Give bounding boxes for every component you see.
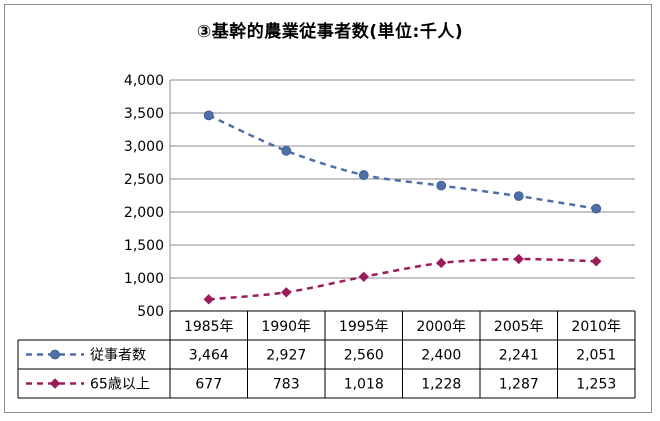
- x-category-label: 1985年: [184, 319, 234, 335]
- data-point: [591, 256, 602, 267]
- x-category-label: 1995年: [339, 319, 389, 335]
- x-category-label: 2005年: [494, 319, 544, 335]
- data-table: [17, 310, 636, 399]
- grid-lines: [169, 79, 635, 312]
- y-tick-label: 3,000: [124, 139, 164, 155]
- legend-key-marker: [49, 378, 61, 389]
- data-point: [513, 191, 524, 201]
- data-point: [281, 145, 292, 156]
- chart-frame: [4, 4, 652, 413]
- data-cell: 677: [195, 377, 222, 393]
- series-name: 従事者数: [90, 348, 146, 364]
- data-point: [358, 271, 369, 283]
- data-cell: 2,560: [344, 348, 384, 364]
- data-cell: 2,400: [421, 348, 461, 364]
- data-cell: 2,241: [499, 348, 539, 364]
- series-line: [208, 114, 597, 210]
- data-cell: 3,464: [189, 348, 229, 364]
- y-tick-label: 500: [137, 304, 164, 320]
- data-point: [281, 287, 292, 298]
- data-cell: 2,051: [576, 348, 616, 364]
- data-point: [203, 110, 214, 121]
- y-tick-label: 2,500: [124, 172, 164, 188]
- x-category-label: 1990年: [261, 319, 311, 335]
- x-category-label: 2000年: [416, 319, 466, 335]
- y-tick-label: 1,500: [124, 238, 164, 254]
- data-cell: 1,018: [344, 377, 384, 393]
- data-point: [203, 294, 214, 305]
- data-point: [436, 180, 447, 191]
- series-lines: [203, 110, 602, 305]
- series-name: 65歳以上: [90, 377, 150, 393]
- x-category-label: 2010年: [571, 319, 621, 335]
- data-cell: 1,287: [499, 377, 539, 393]
- data-point: [513, 253, 524, 265]
- y-tick-label: 1,000: [124, 271, 164, 287]
- y-tick-label: 2,000: [124, 205, 164, 221]
- legend-key-marker: [50, 349, 60, 360]
- chart-title: ③基幹的農業従事者数(単位:千人): [196, 22, 464, 42]
- y-tick-label: 4,000: [124, 73, 164, 89]
- data-cell: 1,228: [421, 377, 461, 393]
- data-cell: 2,927: [266, 348, 306, 364]
- series-line: [208, 257, 597, 301]
- y-tick-label: 3,500: [124, 106, 164, 122]
- axis-labels: 500 1,000 1,500 2,000 2,500 3,000 3,500 4,000 19…: [90, 73, 621, 393]
- data-cell: 1,253: [576, 377, 616, 393]
- data-point: [591, 203, 602, 214]
- data-point: [436, 257, 447, 269]
- data-point: [358, 170, 369, 180]
- data-cell: 783: [273, 377, 300, 393]
